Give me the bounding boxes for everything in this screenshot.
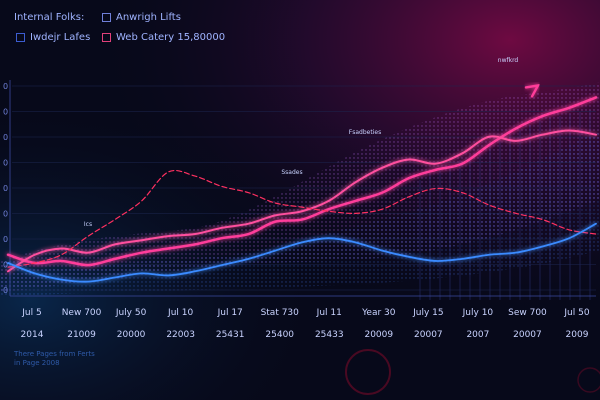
x-tick-label: July 15	[412, 308, 444, 318]
y-tick-label: 0	[3, 210, 8, 219]
x-tick-year-label: 22003	[166, 330, 195, 340]
x-tick-year-label: 2007	[466, 330, 489, 340]
series-line-2	[7, 169, 597, 268]
x-tick-label: Jul 17	[217, 308, 243, 318]
x-tick-year-label: 20009	[364, 330, 393, 340]
footnote-line-1: There Pages from Ferts	[14, 350, 95, 358]
x-tick-label: New 700	[62, 308, 102, 318]
x-tick-year-label: 2009	[566, 330, 589, 340]
x-tick-year-label: 21009	[67, 330, 96, 340]
legend-item-internal-folks[interactable]: Internal Folks:	[14, 12, 84, 23]
y-tick-label: 0	[3, 261, 8, 270]
footnote-line-2: in Page 2008	[14, 359, 60, 367]
legend-label: Anwrigh Lifts	[116, 12, 181, 23]
chart-annotation: nwfkrd	[498, 57, 519, 64]
legend-item-iwdejr-lafes[interactable]: Iwdejr Lafes	[16, 32, 90, 43]
x-tick-label: Jul 11	[316, 308, 342, 318]
legend-label: Iwdejr Lafes	[30, 32, 91, 43]
x-tick-year-label: 25431	[216, 330, 245, 340]
legend-label: Web Catery 15,80000	[116, 32, 226, 43]
y-tick-label: 0	[3, 108, 8, 117]
y-tick-label: 0	[3, 159, 8, 168]
arrow-head	[524, 83, 541, 98]
y-tick-label: 0	[3, 235, 8, 244]
chart-annotation: Fsadbeties	[349, 129, 381, 136]
x-tick-label: Sew 700	[508, 308, 547, 318]
x-tick-year-label: 20007	[513, 330, 542, 340]
x-tick-label: Jul 50	[563, 308, 589, 318]
x-tick-label: July 10	[462, 308, 494, 318]
legend-swatch	[16, 33, 25, 42]
x-tick-label: Jul 5	[21, 308, 41, 318]
chart-annotation: Ics	[84, 221, 92, 228]
y-tick-label: 0	[3, 82, 8, 91]
x-tick-label: Jul 10	[167, 308, 193, 318]
series-line-0	[6, 96, 598, 267]
legend-item-anwrigh-lifts[interactable]: Anwrigh Lifts	[102, 12, 181, 23]
x-tick-year-label: 25433	[315, 330, 344, 340]
y-tick-label: 0	[3, 184, 8, 193]
legend-label: Internal Folks:	[14, 12, 85, 23]
y-tick-label: 0	[3, 286, 8, 295]
series-line-1	[7, 129, 597, 273]
x-tick-year-label: 20000	[117, 330, 146, 340]
legend-swatch	[102, 33, 111, 42]
legend-item-web-catery[interactable]: Web Catery 15,80000	[102, 32, 225, 43]
legend-swatch	[102, 13, 111, 22]
x-tick-label: Stat 730	[261, 308, 300, 318]
x-tick-year-label: 25400	[265, 330, 294, 340]
x-tick-label: July 50	[115, 308, 147, 318]
x-tick-year-label: 2014	[21, 330, 44, 340]
x-tick-year-label: 20007	[414, 330, 443, 340]
series-line-3	[7, 222, 597, 283]
y-tick-label: 0	[3, 133, 8, 142]
x-tick-label: Year 30	[361, 308, 396, 318]
chart-annotation: Ssades	[281, 169, 302, 176]
